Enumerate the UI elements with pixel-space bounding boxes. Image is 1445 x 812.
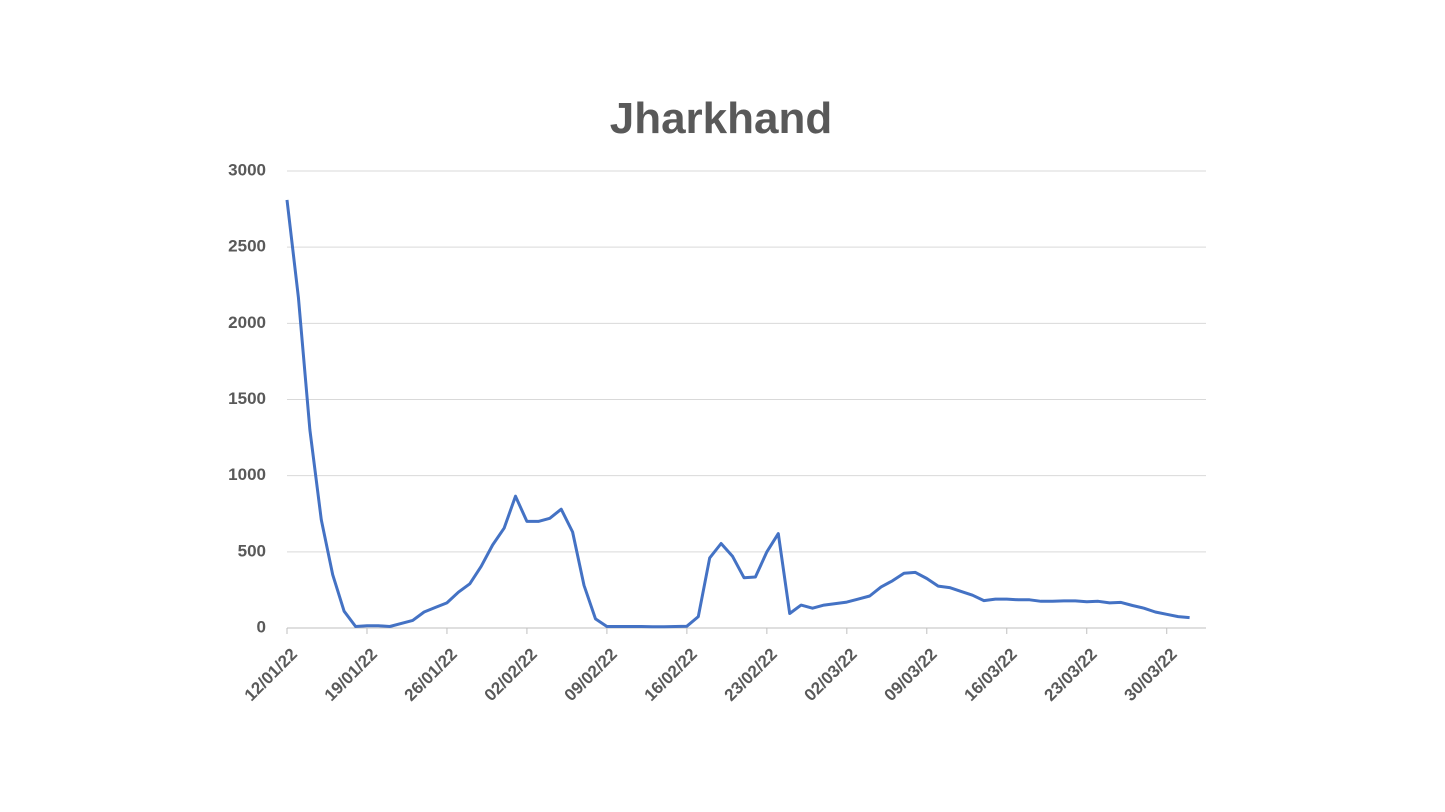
x-tick-label: 12/01/22 [241, 645, 301, 705]
y-tick-label: 500 [238, 541, 266, 560]
x-tick-label: 09/03/22 [881, 645, 941, 705]
x-tick-label: 09/02/22 [561, 645, 621, 705]
x-tick-label: 02/02/22 [481, 645, 541, 705]
y-tick-label: 1000 [228, 465, 266, 484]
x-tick-label: 23/02/22 [721, 645, 781, 705]
y-tick-label: 3000 [228, 160, 266, 179]
x-tick-label: 16/03/22 [961, 645, 1021, 705]
x-tick-label: 16/02/22 [641, 645, 701, 705]
data-line [285, 199, 1190, 629]
y-tick-label: 2500 [228, 237, 266, 256]
y-tick-label: 2000 [228, 313, 266, 332]
x-tick-label: 19/01/22 [321, 645, 381, 705]
x-tick-label: 23/03/22 [1041, 645, 1101, 705]
chart-title: Jharkhand [610, 94, 833, 143]
x-tick-label: 02/03/22 [801, 645, 861, 705]
y-tick-label: 0 [257, 617, 266, 636]
y-tick-label: 1500 [228, 389, 266, 408]
x-tick-label: 30/03/22 [1120, 645, 1180, 705]
x-tick-label: 26/01/22 [401, 645, 461, 705]
